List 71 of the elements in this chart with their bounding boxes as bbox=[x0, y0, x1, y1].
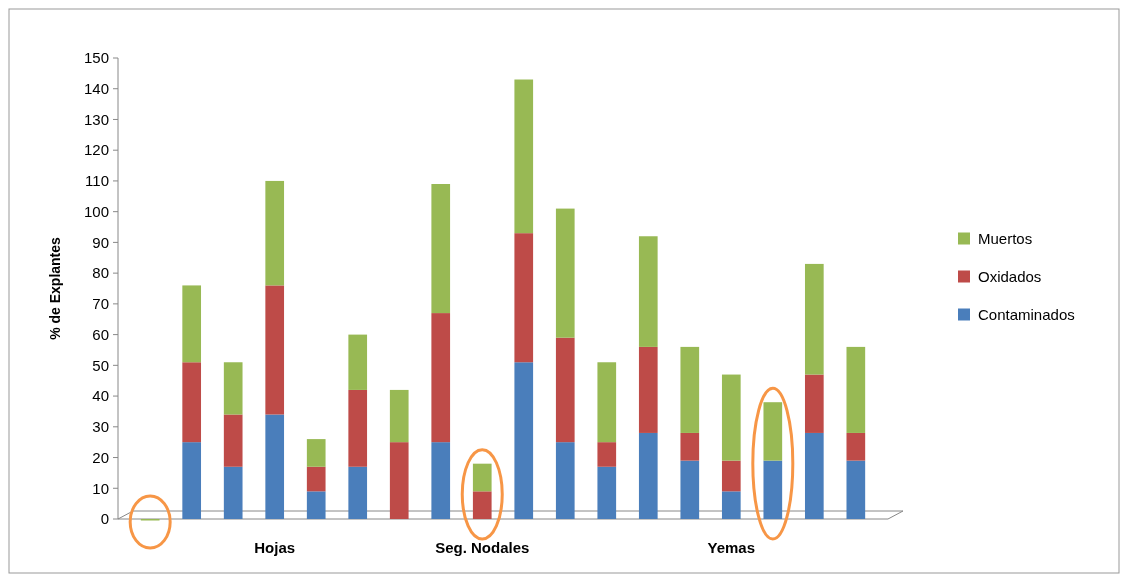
legend-label: Oxidados bbox=[978, 267, 1042, 285]
bar bbox=[306, 466, 326, 492]
bar bbox=[555, 208, 575, 338]
bar bbox=[514, 233, 534, 363]
y-tick-label: 140 bbox=[83, 79, 109, 97]
y-tick-label: 20 bbox=[92, 448, 109, 466]
y-tick-label: 110 bbox=[85, 172, 109, 190]
bar bbox=[721, 460, 741, 492]
y-tick-label: 130 bbox=[83, 110, 109, 128]
x-tick-label: Yemas bbox=[707, 539, 756, 556]
bar bbox=[555, 337, 575, 443]
bar bbox=[804, 374, 824, 433]
bar bbox=[721, 374, 741, 461]
bar bbox=[182, 442, 202, 519]
x-tick-label: Seg. Nodales bbox=[435, 539, 530, 556]
bar bbox=[348, 389, 368, 467]
bar bbox=[265, 180, 285, 286]
bar bbox=[597, 466, 617, 519]
bar bbox=[265, 285, 285, 415]
bar bbox=[680, 460, 700, 519]
bar bbox=[514, 362, 534, 519]
bar bbox=[846, 432, 866, 461]
bar bbox=[265, 414, 285, 519]
bar bbox=[182, 285, 202, 363]
y-tick-label: 0 bbox=[100, 510, 109, 528]
y-tick-label: 60 bbox=[92, 325, 109, 343]
bar bbox=[348, 334, 368, 390]
y-tick-label: 90 bbox=[92, 233, 109, 251]
bar bbox=[348, 466, 368, 519]
bar bbox=[472, 463, 492, 492]
bar bbox=[638, 346, 658, 433]
bar bbox=[680, 346, 700, 433]
y-tick-label: 80 bbox=[92, 264, 109, 282]
y-tick-label: 120 bbox=[83, 141, 109, 159]
bar bbox=[638, 432, 658, 519]
y-tick-label: 10 bbox=[92, 479, 109, 497]
bar bbox=[389, 389, 409, 443]
bar bbox=[223, 466, 243, 519]
bar bbox=[431, 184, 451, 314]
bar bbox=[306, 439, 326, 467]
y-axis-title: % de Explantes bbox=[47, 236, 63, 340]
bar bbox=[846, 346, 866, 433]
bar bbox=[514, 79, 534, 234]
bar bbox=[763, 402, 783, 461]
bar bbox=[182, 362, 202, 443]
y-tick-label: 40 bbox=[92, 387, 109, 405]
y-tick-label: 150 bbox=[83, 49, 109, 67]
y-tick-label: 50 bbox=[92, 356, 109, 374]
bar bbox=[804, 263, 824, 375]
bar bbox=[846, 460, 866, 519]
bar bbox=[597, 442, 617, 467]
legend-label: Muertos bbox=[978, 229, 1033, 247]
bar bbox=[638, 236, 658, 347]
bar bbox=[721, 491, 741, 519]
y-tick-label: 30 bbox=[92, 418, 109, 436]
y-tick-label: 100 bbox=[83, 202, 109, 220]
y-tick-label: 70 bbox=[92, 295, 109, 313]
bar bbox=[431, 442, 451, 519]
x-tick-label: Hojas bbox=[254, 539, 296, 556]
bar bbox=[472, 491, 492, 519]
bar bbox=[763, 460, 783, 519]
bar bbox=[223, 362, 243, 415]
bar bbox=[306, 491, 326, 519]
bar bbox=[680, 432, 700, 461]
bar bbox=[223, 414, 243, 467]
bar bbox=[804, 432, 824, 519]
bar bbox=[389, 442, 409, 519]
bar bbox=[597, 362, 617, 443]
bar bbox=[431, 313, 451, 443]
legend-label: Contaminados bbox=[978, 305, 1075, 323]
bar bbox=[555, 442, 575, 519]
